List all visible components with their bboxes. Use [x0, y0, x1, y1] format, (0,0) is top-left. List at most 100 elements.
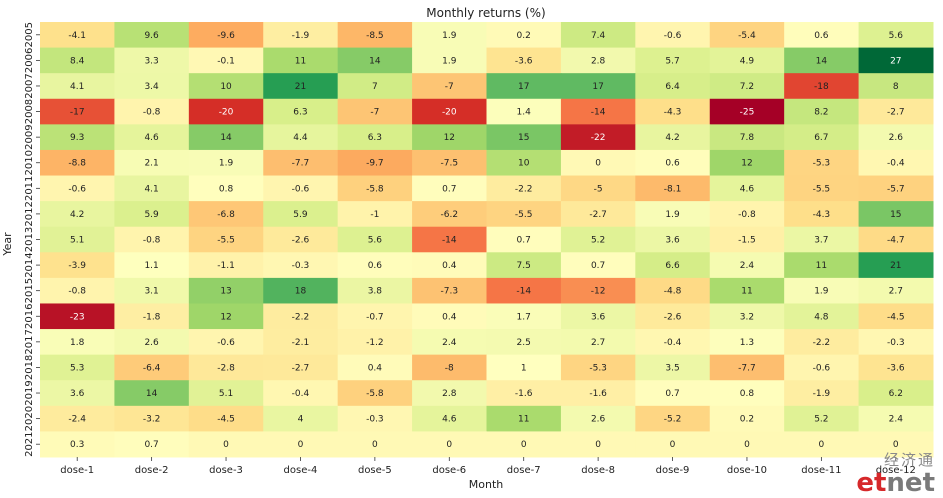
heatmap-cell	[188, 22, 264, 49]
cell-value-label: 2.7	[591, 338, 605, 348]
cell-value-label: 5.1	[219, 389, 233, 399]
heatmap-cell	[635, 380, 711, 407]
cell-value-label: 1.4	[517, 108, 532, 118]
heatmap-cell	[188, 201, 264, 228]
heatmap-cell	[412, 73, 487, 100]
cell-value-label: -1.6	[515, 389, 533, 399]
y-tick-label: 2020	[24, 406, 35, 431]
cell-value-label: -0.4	[292, 389, 310, 399]
heatmap-cell	[114, 252, 190, 279]
heatmap-cell	[114, 354, 190, 381]
heatmap-cell	[486, 73, 562, 100]
heatmap-cell	[412, 303, 487, 330]
cell-value-label: 9.6	[144, 31, 159, 41]
heatmap-cell	[412, 201, 487, 228]
heatmap-cell	[263, 277, 339, 304]
heatmap-cell	[337, 226, 413, 253]
heatmap-cell	[337, 431, 413, 458]
cell-value-label: 0	[744, 440, 750, 450]
heatmap-cell	[114, 277, 190, 304]
cell-value-label: 0	[298, 440, 304, 450]
heatmap-cell	[635, 124, 711, 151]
heatmap-cell	[486, 329, 562, 356]
cell-value-label: -2.2	[515, 184, 533, 194]
cell-value-label: -4.5	[887, 312, 905, 322]
cell-value-label: -1	[370, 210, 379, 220]
x-tick-label: dose-7	[507, 465, 541, 476]
heatmap-cell	[635, 329, 711, 356]
cell-value-label: -1.9	[813, 389, 831, 399]
cell-value-label: -12	[591, 287, 606, 297]
cell-value-label: -18	[814, 82, 829, 92]
heatmap-cell	[412, 47, 487, 74]
heatmap-cell	[560, 149, 636, 177]
cell-value-label: -0.3	[887, 338, 905, 348]
y-tick-label: 2017	[24, 329, 35, 354]
x-axis-label: Month	[469, 478, 504, 491]
heatmap-cell	[709, 303, 785, 330]
cell-value-label: 3.2	[740, 312, 754, 322]
x-tick-label: dose-3	[209, 465, 243, 476]
cell-value-label: 3.4	[144, 82, 159, 92]
heatmap-cell	[40, 354, 115, 381]
heatmap-cell	[560, 226, 636, 253]
cell-value-label: 10	[518, 159, 530, 169]
heatmap-cell	[263, 303, 339, 330]
cell-value-label: 4.2	[665, 133, 679, 143]
heatmap-cell	[635, 149, 711, 177]
y-tick-label: 2016	[24, 304, 35, 329]
heatmap-cell	[858, 277, 934, 304]
heatmap-cell	[486, 303, 562, 330]
heatmap-cell	[858, 47, 934, 74]
cell-value-label: 12	[741, 159, 752, 169]
cell-value-label: -0.6	[292, 184, 310, 194]
heatmap-cell	[337, 405, 413, 432]
cell-value-label: 14	[816, 56, 828, 66]
cell-value-label: 3.5	[665, 363, 679, 373]
heatmap-cell	[858, 22, 934, 49]
heatmap-cell	[412, 354, 487, 381]
cell-value-label: -8.1	[664, 184, 682, 194]
heatmap-cell	[188, 380, 264, 407]
cell-value-label: -5.3	[589, 363, 607, 373]
heatmap-cell	[858, 354, 934, 381]
cell-value-label: 3.6	[591, 312, 606, 322]
heatmap-cell	[858, 149, 934, 177]
heatmap-cell	[188, 303, 264, 330]
cell-value-label: -4.8	[664, 287, 682, 297]
heatmap-cell	[263, 380, 339, 407]
y-axis-label: Year	[1, 232, 14, 257]
heatmap-cell	[188, 252, 264, 279]
heatmap-cell	[188, 226, 264, 253]
cell-value-label: -17	[70, 108, 85, 118]
cell-value-label: 0.2	[517, 31, 531, 41]
heatmap-cell	[858, 252, 934, 279]
cell-value-label: 1.9	[814, 287, 829, 297]
cell-value-label: 0.7	[517, 236, 531, 246]
cell-value-label: 15	[890, 210, 901, 220]
cell-value-label: -0.4	[887, 159, 905, 169]
heatmap-cell	[486, 431, 562, 458]
heatmap-cell	[709, 124, 785, 151]
etnet-watermark: 经济通 etnet	[856, 449, 935, 496]
cell-value-label: 2.4	[889, 415, 904, 425]
y-tick-label: 2019	[24, 380, 35, 405]
cell-value-label: 4.6	[740, 184, 755, 194]
cell-value-label: -0.6	[217, 338, 235, 348]
cell-value-label: 0.7	[665, 389, 679, 399]
cell-value-label: 2.8	[591, 56, 606, 66]
heatmap-cell	[486, 405, 562, 432]
cell-value-label: -1.5	[738, 236, 756, 246]
heatmap-cell	[40, 124, 115, 151]
y-tick-label: 2006	[24, 48, 35, 73]
cell-value-label: -6.4	[143, 363, 161, 373]
heatmap-cell	[40, 380, 115, 407]
heatmap-cell	[635, 354, 711, 381]
heatmap-cell	[784, 47, 860, 74]
cell-value-label: -1.9	[292, 31, 310, 41]
cell-value-label: -3.6	[887, 363, 905, 373]
heatmap-cell	[560, 22, 636, 49]
cell-value-label: 0.2	[740, 415, 754, 425]
heatmap-cell	[635, 303, 711, 330]
